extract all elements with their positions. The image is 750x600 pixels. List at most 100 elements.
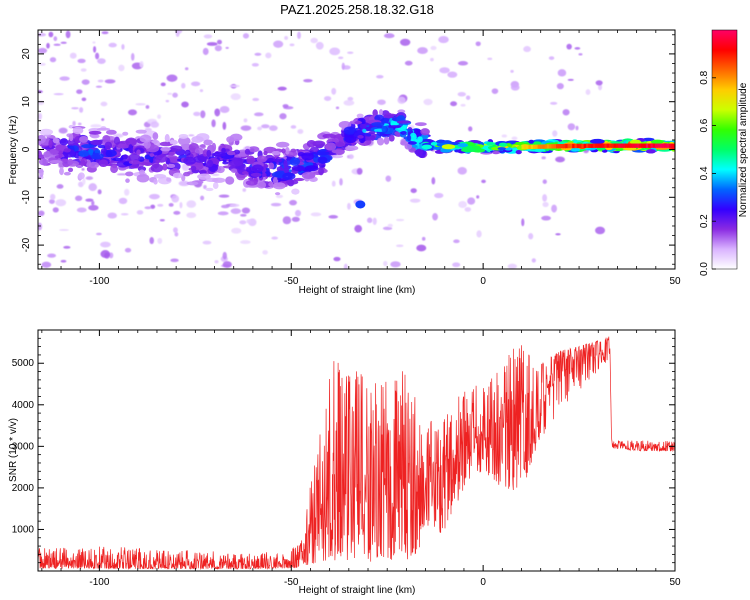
- heatmap-speckle: [60, 41, 67, 44]
- heatmap-speckle: [135, 103, 146, 106]
- heatmap-cell: [430, 142, 438, 146]
- heatmap-speckle: [166, 74, 178, 82]
- heatmap-core-cell: [673, 143, 675, 148]
- heatmap-speckle: [219, 105, 230, 114]
- heatmap-speckle: [542, 179, 547, 184]
- heatmap-speckle: [92, 41, 96, 44]
- heatmap-cell: [105, 129, 117, 135]
- heatmap-cell: [281, 148, 286, 154]
- heatmap-speckle: [77, 122, 82, 126]
- heatmap-speckle: [107, 212, 117, 219]
- heatmap-speckle: [541, 215, 551, 221]
- heatmap-cell: [362, 136, 376, 141]
- heatmap-cell: [160, 147, 171, 152]
- heatmap-cell: [306, 139, 317, 148]
- heatmap-cell: [316, 151, 330, 156]
- heatmap-cell: [59, 138, 69, 146]
- heatmap-speckle: [447, 71, 458, 78]
- heatmap-core-cell: [549, 144, 553, 149]
- heatmap-cell: [59, 167, 64, 176]
- heatmap-speckle: [566, 43, 572, 50]
- heatmap-cell: [417, 136, 423, 143]
- heatmap-cell: [78, 150, 90, 157]
- colorbar-tick-label: 0.6: [699, 118, 710, 132]
- heatmap-cell: [168, 156, 182, 164]
- heatmap-cell: [267, 157, 274, 162]
- heatmap-speckle: [77, 181, 84, 188]
- heatmap-cell: [312, 140, 326, 148]
- heatmap-speckle: [38, 113, 43, 120]
- heatmap-speckle: [257, 126, 263, 131]
- heatmap-cell: [198, 169, 207, 174]
- heatmap-cell: [110, 164, 119, 174]
- heatmap-speckle: [457, 92, 466, 97]
- heatmap-speckle: [242, 188, 247, 192]
- heatmap-speckle: [432, 212, 438, 221]
- heatmap-cell: [646, 149, 656, 154]
- heatmap-cell: [528, 139, 535, 144]
- heatmap-speckle: [120, 213, 129, 216]
- heatmap-cell: [72, 126, 84, 135]
- heatmap-speckle: [173, 227, 178, 233]
- heatmap-speckle: [542, 201, 549, 208]
- heatmap-speckle: [38, 47, 48, 54]
- heatmap-core-cell: [627, 143, 631, 148]
- heatmap-speckle: [81, 168, 85, 171]
- heatmap-speckle: [85, 176, 94, 180]
- heatmap-speckle: [333, 256, 341, 262]
- heatmap-speckle: [487, 57, 493, 61]
- heatmap-speckle: [157, 237, 163, 244]
- heatmap-cell: [138, 161, 152, 166]
- heatmap-speckle: [41, 261, 52, 268]
- y-tick-label: -10: [21, 190, 32, 205]
- heatmap-core-cell: [668, 143, 672, 148]
- heatmap-core-cell: [629, 143, 633, 148]
- heatmap-cell: [88, 161, 100, 169]
- heatmap-core-cell: [567, 143, 571, 149]
- heatmap-speckle: [149, 236, 154, 245]
- heatmap-speckle: [595, 80, 603, 86]
- heatmap-speckle: [100, 101, 108, 107]
- heatmap-core-cell: [530, 144, 534, 150]
- x-tick-label: 50: [669, 276, 681, 287]
- heatmap-speckle: [383, 33, 395, 39]
- heatmap-cell: [193, 155, 207, 163]
- heatmap-cell: [164, 133, 170, 143]
- heatmap-cell: [362, 128, 367, 133]
- heatmap-speckle: [289, 199, 297, 206]
- colorbar-tick-label: 0.8: [699, 70, 710, 84]
- heatmap-speckle: [165, 99, 170, 103]
- heatmap-cell: [388, 125, 402, 129]
- heatmap-speckle: [423, 98, 433, 106]
- heatmap-speckle: [410, 188, 417, 194]
- heatmap-speckle: [551, 204, 557, 213]
- heatmap-speckle: [242, 33, 250, 39]
- heatmap-speckle: [277, 86, 287, 91]
- heatmap-cell: [345, 145, 359, 151]
- heatmap-cell: [122, 154, 128, 160]
- heatmap-speckle: [136, 210, 144, 215]
- heatmap-speckle: [63, 245, 71, 249]
- heatmap-speckle: [598, 83, 603, 91]
- heatmap-cell: [155, 159, 160, 164]
- heatmap-speckle: [239, 220, 247, 225]
- x-tick-label: -50: [284, 577, 299, 588]
- heatmap-cell: [329, 154, 344, 159]
- heatmap-cell: [404, 143, 413, 150]
- heatmap-core-cell: [645, 143, 649, 148]
- colorbar-label: Normalized spectral amplitude: [738, 82, 749, 217]
- heatmap-speckle: [417, 47, 428, 55]
- heatmap-speckle: [65, 30, 71, 39]
- heatmap-speckle: [178, 180, 190, 187]
- snr-x-axis-label: Height of straight line (km): [299, 585, 416, 596]
- heatmap-cell: [39, 168, 44, 178]
- heatmap-core-cell: [576, 143, 580, 149]
- heatmap-core-cell: [556, 144, 560, 149]
- heatmap-speckle: [271, 236, 278, 240]
- heatmap-speckle: [75, 195, 83, 202]
- heatmap-speckle: [585, 89, 591, 96]
- heatmap-core-cell: [659, 143, 663, 148]
- heatmap-cell: [178, 133, 189, 139]
- heatmap-speckle: [409, 198, 421, 203]
